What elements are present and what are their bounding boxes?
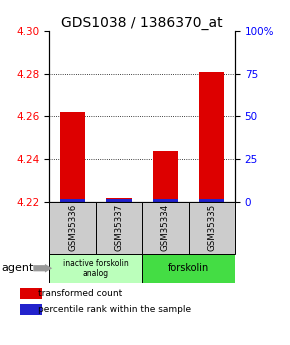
Bar: [20, 304, 42, 315]
Bar: [199, 72, 224, 202]
Text: percentile rank within the sample: percentile rank within the sample: [38, 305, 191, 314]
Bar: [60, 112, 85, 202]
Text: GSM35337: GSM35337: [114, 204, 124, 251]
Text: agent: agent: [1, 263, 34, 273]
Bar: [60, 199, 85, 202]
Text: GSM35334: GSM35334: [161, 204, 170, 251]
Bar: [49, 254, 142, 283]
Text: GSM35335: GSM35335: [207, 204, 216, 251]
Text: GSM35336: GSM35336: [68, 204, 77, 251]
Bar: [96, 202, 142, 254]
Text: inactive forskolin
analog: inactive forskolin analog: [63, 258, 128, 278]
Bar: [106, 198, 132, 202]
Bar: [153, 199, 178, 202]
Bar: [142, 202, 188, 254]
Title: GDS1038 / 1386370_at: GDS1038 / 1386370_at: [61, 16, 223, 30]
Text: transformed count: transformed count: [38, 289, 123, 298]
Bar: [153, 151, 178, 202]
Bar: [188, 202, 235, 254]
Bar: [49, 202, 96, 254]
Text: forskolin: forskolin: [168, 263, 209, 273]
Bar: [20, 288, 42, 299]
Bar: [199, 199, 224, 202]
Bar: [142, 254, 235, 283]
Bar: [106, 199, 132, 202]
